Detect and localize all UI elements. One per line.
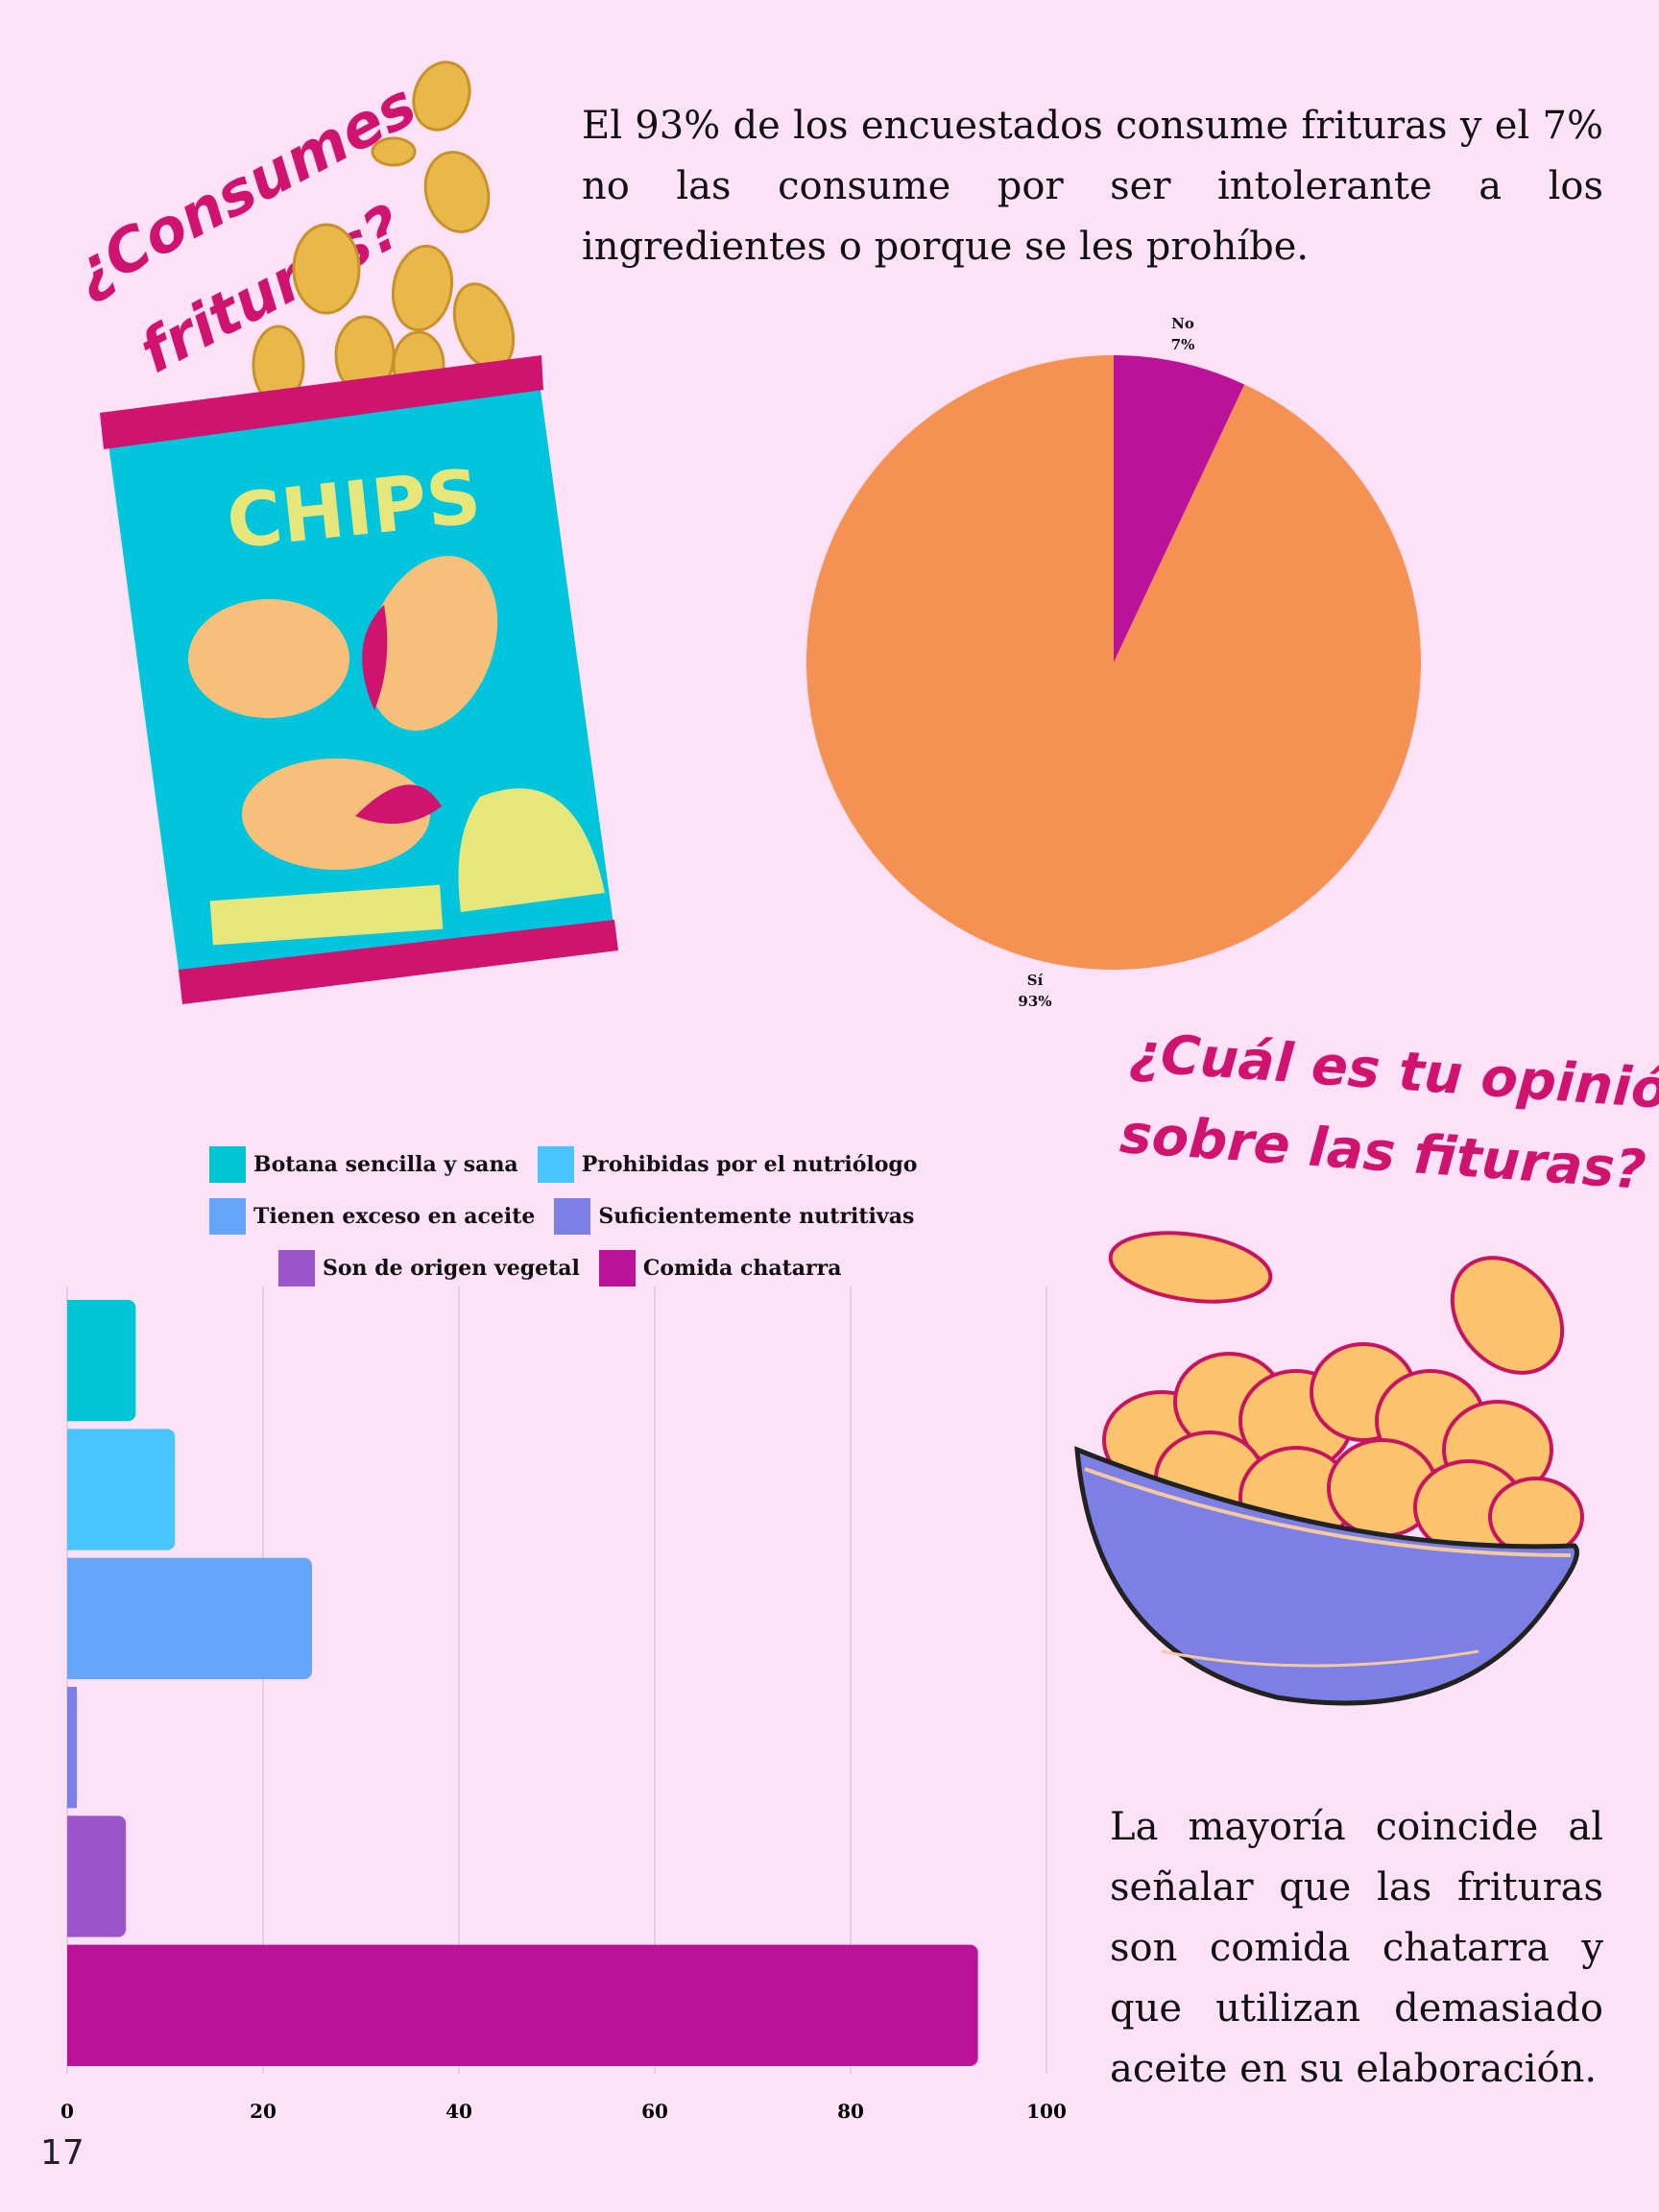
legend-label: Prohibidas por el nutriólogo [581, 1152, 918, 1177]
legend-item-chatarra: Comida chatarra [598, 1250, 842, 1286]
legend-item-aceite: Tienen exceso en aceite [209, 1198, 535, 1235]
bar-2-edge [67, 1557, 77, 1679]
bar-4-edge [67, 1815, 77, 1937]
legend-swatch [554, 1198, 591, 1235]
legend-item-prohibidas: Prohibidas por el nutriólogo [537, 1146, 918, 1183]
x-tick-label: 100 [1026, 2100, 1067, 2123]
pie-label-no: No 7% [1144, 313, 1221, 355]
legend-item-vegetal: Son de origen vegetal [278, 1250, 580, 1286]
bar-0 [67, 1300, 136, 1422]
legend-label: Tienen exceso en aceite [253, 1204, 536, 1229]
bar-4 [67, 1815, 127, 1937]
legend-swatch [537, 1146, 574, 1183]
bar-5 [67, 1944, 978, 2066]
x-tick-label: 40 [445, 2100, 472, 2123]
x-tick-label: 80 [837, 2100, 864, 2123]
legend-label: Comida chatarra [642, 1256, 842, 1281]
legend-label: Botana sencilla y sana [253, 1152, 518, 1177]
pie-label-no-name: No [1171, 315, 1194, 332]
pie-label-si-name: Sí [1026, 972, 1044, 989]
legend-item-botana: Botana sencilla y sana [209, 1146, 518, 1183]
x-tick-label: 0 [60, 2100, 74, 2123]
heading-opinion-line-2: sobre las fituras? [1118, 1102, 1648, 1203]
pie-slice-1 [805, 355, 1421, 970]
legend-swatch [598, 1250, 636, 1286]
legend-swatch [209, 1198, 246, 1235]
bar-5-edge [67, 1944, 77, 2066]
chip-bowl-icon [1074, 1231, 1584, 1706]
pie-label-si: Sí 93% [997, 970, 1073, 1012]
intro-paragraph: El 93% de los encuestados consume fritur… [582, 104, 1603, 269]
chips-bag-icon: CHIPS [100, 355, 618, 1004]
x-tick-label: 20 [250, 2100, 276, 2123]
page-number: 17 [40, 2133, 84, 2173]
legend-label: Suficientemente nutritivas [598, 1204, 915, 1229]
legend-item-nutritivas: Suficientemente nutritivas [554, 1198, 914, 1235]
bar-1-edge [67, 1429, 77, 1551]
legend: Botana sencilla y sana Prohibidas por el… [209, 1146, 917, 1286]
pie-slice-0 [1114, 355, 1245, 662]
potato-chip-icon [252, 60, 516, 403]
bar-0-edge [67, 1300, 77, 1422]
conclusion-paragraph: La mayoría coincide al señalar que las f… [1110, 1805, 1603, 2091]
pie-chart [805, 355, 1421, 970]
pie-label-si-pct: 93% [1018, 993, 1052, 1010]
legend-swatch [209, 1146, 246, 1183]
x-tick-label: 60 [641, 2100, 668, 2123]
bar-chart: 0 20 40 60 80 100 [60, 1286, 1067, 2123]
legend-swatch [278, 1250, 315, 1286]
bar-3-edge [67, 1687, 77, 1809]
bar-2 [67, 1557, 312, 1679]
bar-1 [67, 1429, 176, 1551]
pie-label-no-pct: 7% [1170, 336, 1195, 353]
legend-label: Son de origen vegetal [323, 1256, 580, 1281]
